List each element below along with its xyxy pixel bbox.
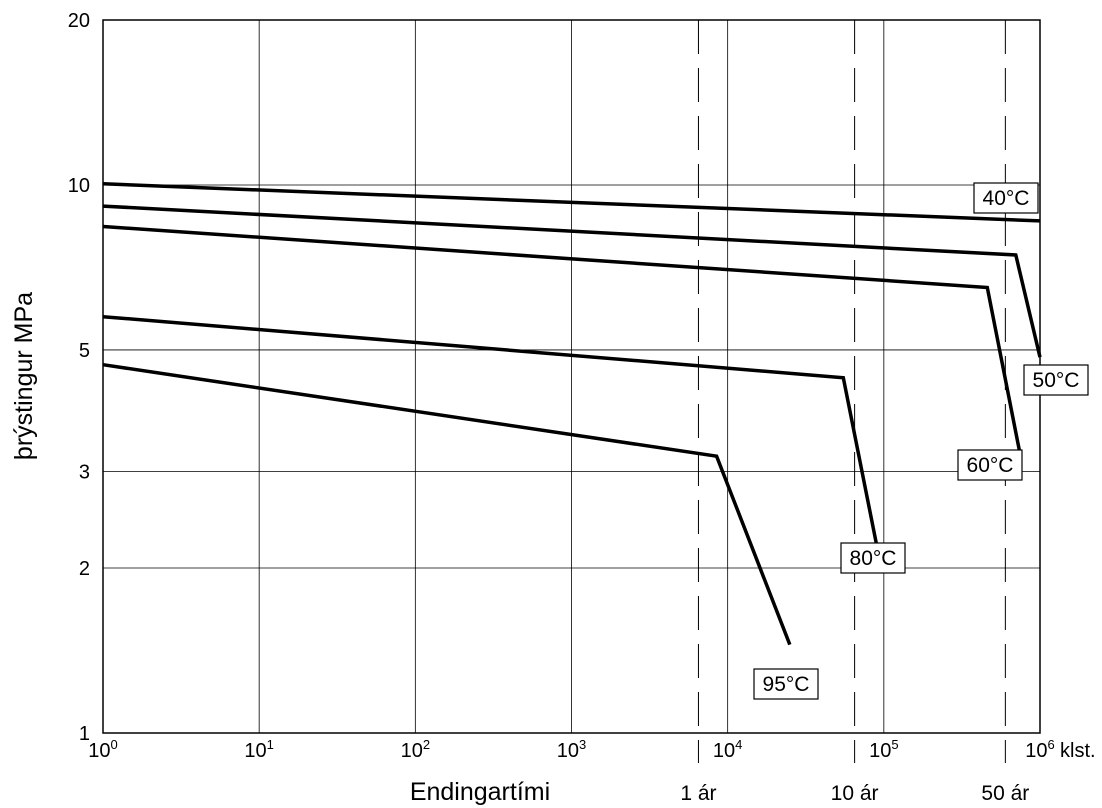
y-tick-label: 3 <box>79 462 90 484</box>
series-line <box>102 314 879 546</box>
x-tick-label: 103 <box>557 737 586 762</box>
x-unit-label: klst. <box>1060 740 1096 762</box>
y-tick-label: 10 <box>68 175 90 197</box>
x-tick-labels: 100 101 102 103 104 105 106 <box>88 737 1054 762</box>
y-axis-title: þrýstingur MPa <box>10 292 38 460</box>
svg-text:60°C: 60°C <box>967 454 1014 477</box>
y-tick-label: 20 <box>68 10 90 32</box>
x-tick-label: 104 <box>713 737 742 762</box>
svg-text:50°C: 50°C <box>1033 369 1080 392</box>
time-marker-label: 10 ár <box>831 782 879 805</box>
y-tick-label: 1 <box>79 723 90 745</box>
y-tick-label: 2 <box>79 558 90 580</box>
time-marker-label: 50 ár <box>981 782 1029 805</box>
series-label: 95°C <box>753 668 819 700</box>
y-tick-labels: 1 2 3 5 10 20 <box>68 10 90 745</box>
x-tick-label: 106 <box>1025 737 1054 762</box>
x-tick-label: 105 <box>869 737 898 762</box>
series-lines <box>102 182 1042 646</box>
series-labels: 40°C 50°C 60°C 80°C 95°C <box>753 182 1089 700</box>
x-axis-title: Endingartími <box>410 778 550 806</box>
series-line <box>102 362 792 646</box>
x-tick-label: 101 <box>244 737 273 762</box>
svg-text:40°C: 40°C <box>983 187 1030 210</box>
series-line <box>102 204 1042 358</box>
time-marker-label: 1 ár <box>680 782 716 805</box>
x-tick-label: 100 <box>88 737 117 762</box>
series-label: 60°C <box>957 449 1023 481</box>
series-line <box>102 224 1023 457</box>
series-label: 50°C <box>1023 364 1089 396</box>
time-marker-lines <box>697 20 1006 763</box>
x-tick-label: 102 <box>401 737 430 762</box>
series-label: 80°C <box>840 542 906 574</box>
y-tick-label: 5 <box>79 340 90 362</box>
grid-lines <box>103 20 1040 733</box>
time-marker-labels: 1 ár 10 ár 50 ár <box>680 782 1029 805</box>
series-label: 40°C <box>973 182 1039 214</box>
series-line <box>102 182 1041 223</box>
svg-text:80°C: 80°C <box>850 547 897 570</box>
svg-text:95°C: 95°C <box>763 673 810 696</box>
